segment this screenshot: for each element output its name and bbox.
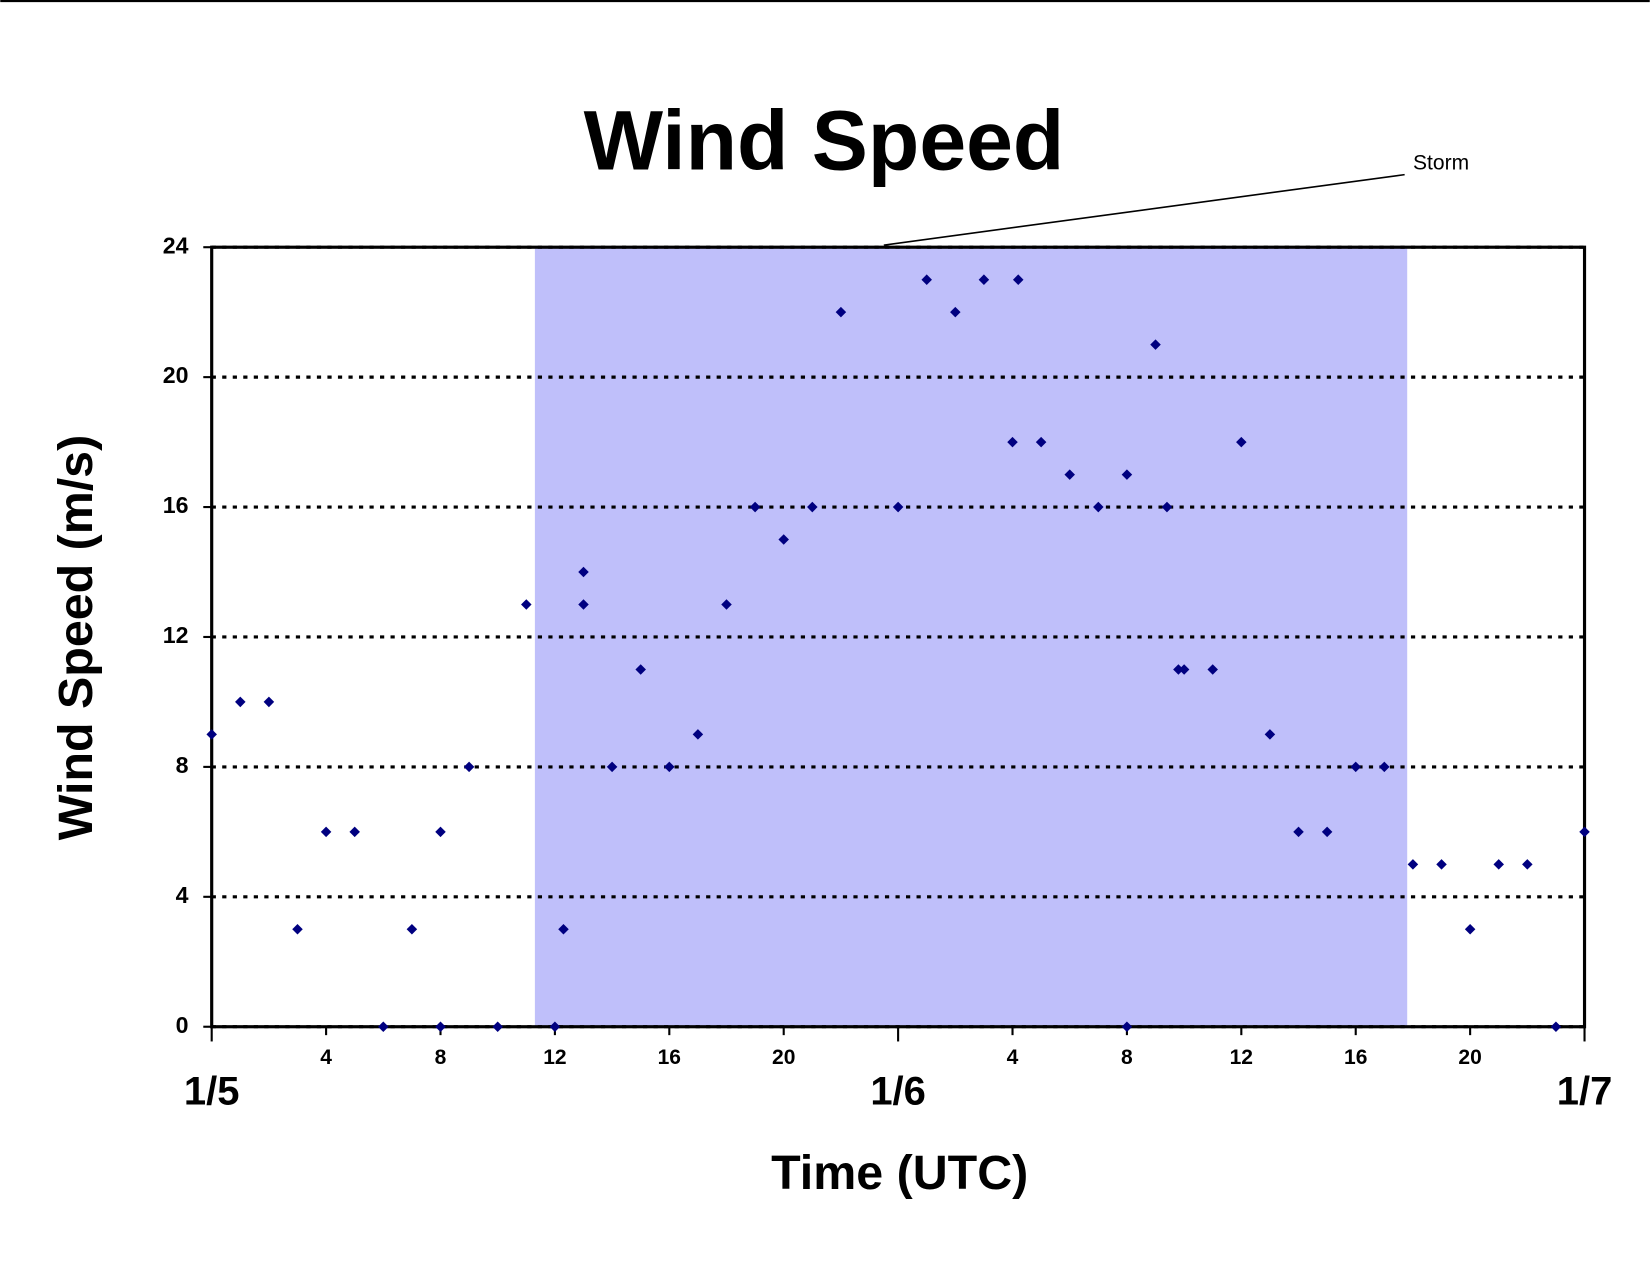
data-point <box>578 566 589 578</box>
data-point <box>1321 826 1333 838</box>
x-date-label: 1/5 <box>184 1070 240 1114</box>
x-tick-label: 8 <box>435 1046 447 1069</box>
data-point <box>235 696 246 708</box>
data-point <box>978 274 990 285</box>
data-point <box>1264 729 1276 740</box>
y-tick-label: 8 <box>176 752 189 778</box>
x-tick-label: 20 <box>1458 1046 1481 1069</box>
data-point <box>1012 274 1024 285</box>
data-point <box>349 826 360 838</box>
y-tick-label: 24 <box>163 232 189 258</box>
data-point <box>549 1021 561 1032</box>
data-point <box>1007 436 1018 448</box>
y-tick-label: 4 <box>176 882 189 908</box>
y-axis-label: Wind Speed (m/s) <box>49 435 103 840</box>
x-tick-label: 16 <box>1344 1046 1367 1069</box>
y-tick-label: 16 <box>163 492 189 518</box>
x-date-label: 1/6 <box>870 1070 926 1114</box>
data-point <box>1093 501 1104 513</box>
x-tick-label: 8 <box>1121 1046 1133 1069</box>
data-point <box>664 761 675 773</box>
x-axis-label: Time (UTC) <box>771 1146 1028 1200</box>
y-tick-label: 0 <box>176 1012 189 1038</box>
data-point <box>378 1021 389 1032</box>
x-tick-label: 12 <box>1230 1046 1253 1069</box>
x-tick-label: 20 <box>772 1046 795 1069</box>
data-point <box>1464 924 1476 935</box>
data-point <box>606 761 618 773</box>
data-point <box>320 826 332 838</box>
x-date-label: 1/7 <box>1557 1070 1613 1114</box>
data-point <box>807 501 818 513</box>
x-tick-label: 16 <box>658 1046 681 1069</box>
data-point <box>1550 1021 1562 1032</box>
data-point <box>206 729 217 740</box>
data-point <box>1150 339 1161 350</box>
annotation-leader <box>883 173 1405 246</box>
data-point <box>292 924 303 935</box>
y-tick-label: 12 <box>163 622 189 648</box>
data-point <box>263 696 275 708</box>
data-point <box>778 534 789 545</box>
data-point <box>1522 859 1533 870</box>
x-tick-label: 12 <box>543 1046 566 1069</box>
data-point <box>835 306 847 318</box>
plot-frame <box>210 245 1587 1029</box>
data-point <box>1407 859 1419 870</box>
data-point <box>1236 436 1247 448</box>
data-point <box>892 501 904 513</box>
data-point <box>1579 826 1590 838</box>
data-point <box>492 1021 503 1032</box>
y-tick-label: 20 <box>163 362 189 388</box>
data-point <box>435 826 446 838</box>
chart-title: Wind Speed <box>584 94 1065 188</box>
x-tick-label: 4 <box>320 1046 332 1069</box>
data-point <box>1379 761 1390 773</box>
data-point <box>435 1021 446 1032</box>
data-point <box>406 924 418 935</box>
x-tick-label: 4 <box>1007 1046 1019 1069</box>
data-point <box>1035 436 1047 448</box>
data-point <box>558 924 569 935</box>
data-point <box>1293 826 1304 838</box>
data-point <box>521 599 532 610</box>
data-point <box>749 501 761 513</box>
data-point <box>463 761 475 773</box>
data-point <box>1493 859 1504 870</box>
annotation-label: Storm <box>1413 152 1469 175</box>
data-point <box>1436 859 1447 870</box>
